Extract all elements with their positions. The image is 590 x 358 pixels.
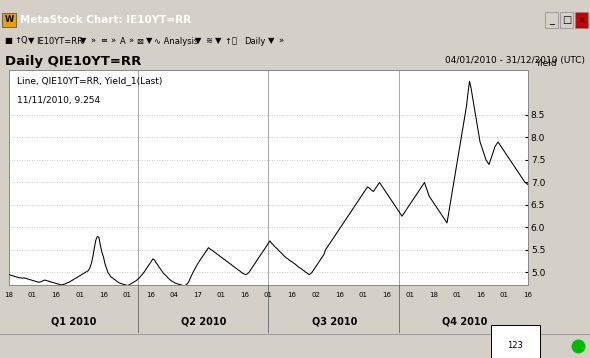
Text: 16: 16 [287, 292, 297, 298]
FancyBboxPatch shape [575, 12, 588, 28]
FancyBboxPatch shape [545, 12, 558, 28]
Text: 01: 01 [122, 292, 132, 298]
Text: 17: 17 [193, 292, 202, 298]
Text: 16: 16 [146, 292, 155, 298]
Text: ↑Q: ↑Q [14, 37, 28, 45]
Text: 04: 04 [169, 292, 179, 298]
Text: ≡: ≡ [100, 37, 107, 45]
Text: ▼: ▼ [146, 37, 152, 45]
Text: 16: 16 [51, 292, 61, 298]
Text: Q3 2010: Q3 2010 [312, 316, 357, 326]
Text: 16: 16 [523, 292, 533, 298]
Text: 11/11/2010, 9.254: 11/11/2010, 9.254 [17, 96, 100, 105]
Text: 🔒: 🔒 [232, 37, 237, 45]
Text: »: » [110, 37, 115, 45]
Text: »: » [278, 37, 283, 45]
Text: ⊠: ⊠ [136, 37, 143, 45]
Text: 18: 18 [4, 292, 14, 298]
Text: Yield: Yield [535, 59, 556, 68]
Text: 16: 16 [99, 292, 108, 298]
FancyBboxPatch shape [2, 13, 16, 27]
Text: 04/01/2010 - 31/12/2010 (UTC): 04/01/2010 - 31/12/2010 (UTC) [445, 57, 585, 66]
Text: 18: 18 [429, 292, 438, 298]
Text: Line, QIE10YT=RR, Yield_1(Last): Line, QIE10YT=RR, Yield_1(Last) [17, 77, 162, 86]
Text: 01: 01 [358, 292, 368, 298]
Text: 01: 01 [500, 292, 509, 298]
Text: ×: × [578, 15, 585, 25]
Text: Daily QIE10YT=RR: Daily QIE10YT=RR [5, 54, 142, 68]
Text: ▼: ▼ [268, 37, 274, 45]
Text: ▼: ▼ [195, 37, 202, 45]
Text: _: _ [549, 15, 554, 25]
Text: 16: 16 [476, 292, 486, 298]
Text: IE10YT=RR: IE10YT=RR [36, 37, 83, 45]
Text: 01: 01 [264, 292, 273, 298]
Text: 01: 01 [453, 292, 462, 298]
Text: Q4 2010: Q4 2010 [442, 316, 487, 326]
Text: ▼: ▼ [215, 37, 221, 45]
Text: Q2 2010: Q2 2010 [182, 316, 227, 326]
Text: 01: 01 [217, 292, 226, 298]
Text: 01: 01 [28, 292, 37, 298]
Text: ≋: ≋ [205, 37, 212, 45]
Text: Daily: Daily [244, 37, 266, 45]
Text: ↑: ↑ [224, 37, 231, 45]
Text: Q1 2010: Q1 2010 [51, 316, 97, 326]
Text: ▼: ▼ [80, 37, 87, 45]
Text: »: » [90, 37, 95, 45]
Text: W: W [4, 15, 14, 24]
Text: 01: 01 [405, 292, 415, 298]
Text: ■: ■ [4, 37, 12, 45]
Text: MetaStock Chart: IE10YT=RR: MetaStock Chart: IE10YT=RR [20, 15, 191, 25]
Text: A: A [120, 37, 126, 45]
Text: ∿ Analysis: ∿ Analysis [154, 37, 198, 45]
Text: 123: 123 [507, 342, 523, 350]
Text: 01: 01 [75, 292, 84, 298]
Text: »: » [128, 37, 133, 45]
Text: □: □ [562, 15, 571, 25]
Text: 16: 16 [335, 292, 344, 298]
Text: 16: 16 [240, 292, 250, 298]
Text: ▼: ▼ [28, 37, 34, 45]
Text: 02: 02 [311, 292, 320, 298]
Text: 16: 16 [382, 292, 391, 298]
FancyBboxPatch shape [560, 12, 573, 28]
